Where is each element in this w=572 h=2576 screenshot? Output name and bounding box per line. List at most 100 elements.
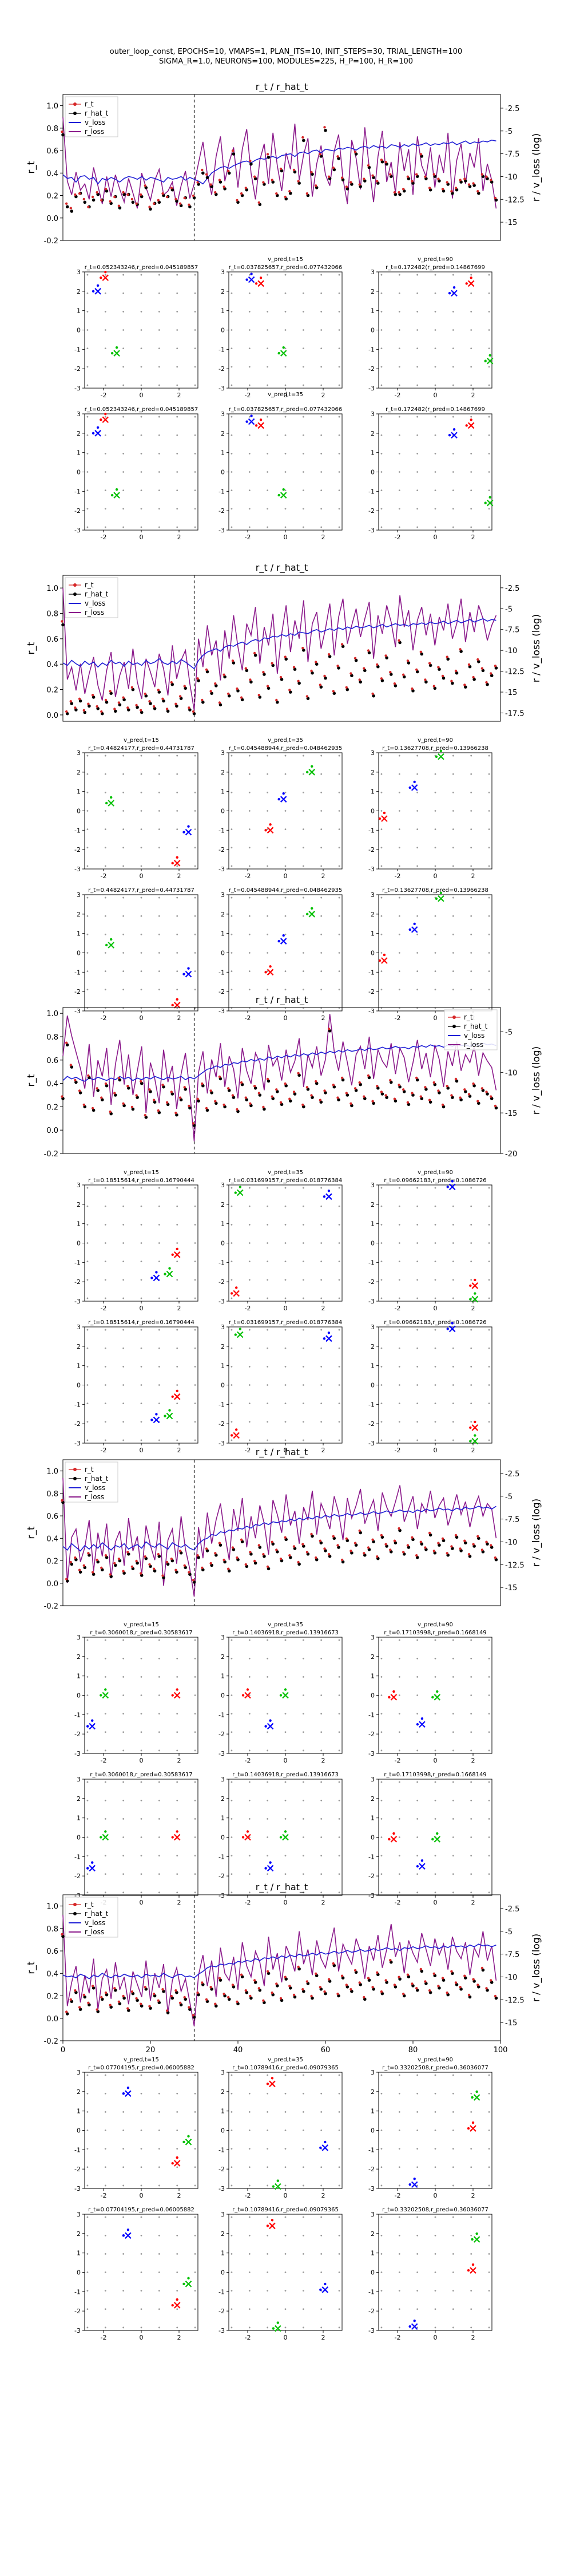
grid-dot [398,1713,400,1715]
y-tick-label: -1 [74,1711,81,1718]
grid-dot [284,2253,287,2255]
grid-dot [86,828,89,831]
grid-dot [416,1818,419,1820]
grid-dot [380,1855,383,1857]
grid-dot [452,828,454,831]
grid-dot [416,1749,419,1752]
legend-label: v_loss [85,1484,105,1492]
point-r-t [223,185,225,188]
grid-dot [140,292,142,294]
point-r-t [292,168,296,172]
y-tick-label: 3 [371,268,375,276]
grid-dot [158,329,160,331]
point-r-hat-t [118,703,122,706]
point-r-t [236,199,239,202]
grid-dot [284,434,287,436]
grid-dot [194,847,196,849]
marker-trail-dot [408,786,411,789]
marker-green-x [185,2281,192,2287]
point-r-t [332,1962,335,1965]
grid-dot [398,1855,400,1857]
point-r-t [428,1531,431,1535]
y-tick-label: 3 [371,1776,375,1783]
grid-dot [488,915,490,917]
grid-dot [104,489,106,492]
cell-title: r_t=0.3060018,r_pred=0.30583617 [90,1630,192,1636]
point-r-t [240,192,243,195]
marker-trail-dot [484,501,487,504]
point-r-t [315,1972,317,1975]
grid-dot [320,1242,323,1244]
point-r-t [236,687,239,690]
marker-red-x [390,1694,398,1701]
grid-dot [122,416,125,418]
grid-dot [470,1261,472,1263]
marker-blue-x [125,2090,132,2097]
point-r-hat-t [74,1080,78,1084]
grid-dot [398,2216,400,2218]
x-tick-label: 0 [140,1305,144,1312]
grid-dot [470,810,472,812]
grid-dot [176,2253,178,2255]
grid-dot [338,508,340,510]
marker-trail-dot [474,1292,476,1295]
grid-dot [416,2234,419,2237]
point-r-hat-t [380,679,384,682]
point-r-t [467,1093,471,1096]
y-tick-label: 3 [221,1182,225,1189]
point-r-t [428,187,431,189]
point-r-t [157,689,160,692]
grid-dot [122,2326,125,2329]
grid-dot [231,1223,233,1226]
grid-dot [122,1799,125,1801]
point-r-t [279,1101,283,1104]
cell-top-label: v_pred,t=15 [124,2057,159,2063]
grid-dot [470,1657,472,1660]
point-r-t [327,1978,331,1981]
point-r-t [271,179,273,181]
series-r-loss [62,1014,497,1141]
point-r-t [152,1567,156,1570]
grid-dot [452,933,454,935]
grid-dot [452,526,454,528]
point-r-t [411,687,414,690]
grid-dot [338,2216,340,2218]
point-r-hat-t [96,707,100,710]
point-r-t [227,169,230,172]
grid-dot [267,810,269,812]
marker-green-x [108,942,114,949]
grid-dot [320,1781,323,1783]
x-tick-label: 0 [284,872,288,880]
grid-dot [158,2166,160,2168]
y-tick-label: 2 [221,2088,225,2096]
y-tick-label: -3 [368,1750,375,1757]
grid-dot [470,1676,472,1678]
grid-dot [284,310,287,313]
marker-trail-dot [271,2077,274,2080]
point-r-hat-t [284,1084,288,1088]
grid-dot [380,1639,383,1641]
grid-dot [380,434,383,436]
point-r-t [144,692,146,696]
grid-dot [194,1297,196,1299]
x-tick-label: 0 [284,534,288,541]
point-r-hat-t [315,662,319,666]
grid-dot [434,952,436,954]
marker-trail-dot [264,1867,267,1870]
grid-dot [380,274,383,276]
point-r-t [459,1547,462,1550]
point-r-t [402,1992,405,1996]
grid-dot [140,1279,142,1281]
point-r-hat-t [446,657,450,661]
grid-dot [284,347,287,350]
grid-dot [86,366,89,368]
point-r-t [432,685,435,688]
point-r-t [358,1981,361,1984]
scatter-row-4-2: r_t=0.3060018,r_pred=0.30583617-3-2-1012… [74,1772,492,1906]
grid-dot [104,952,106,954]
grid-dot [158,2234,160,2237]
point-r-t [432,1081,435,1084]
y-tick-label: 0.8 [46,125,58,133]
x-tick-label: 2 [471,872,475,880]
y-tick-label: 1 [371,1815,375,1822]
